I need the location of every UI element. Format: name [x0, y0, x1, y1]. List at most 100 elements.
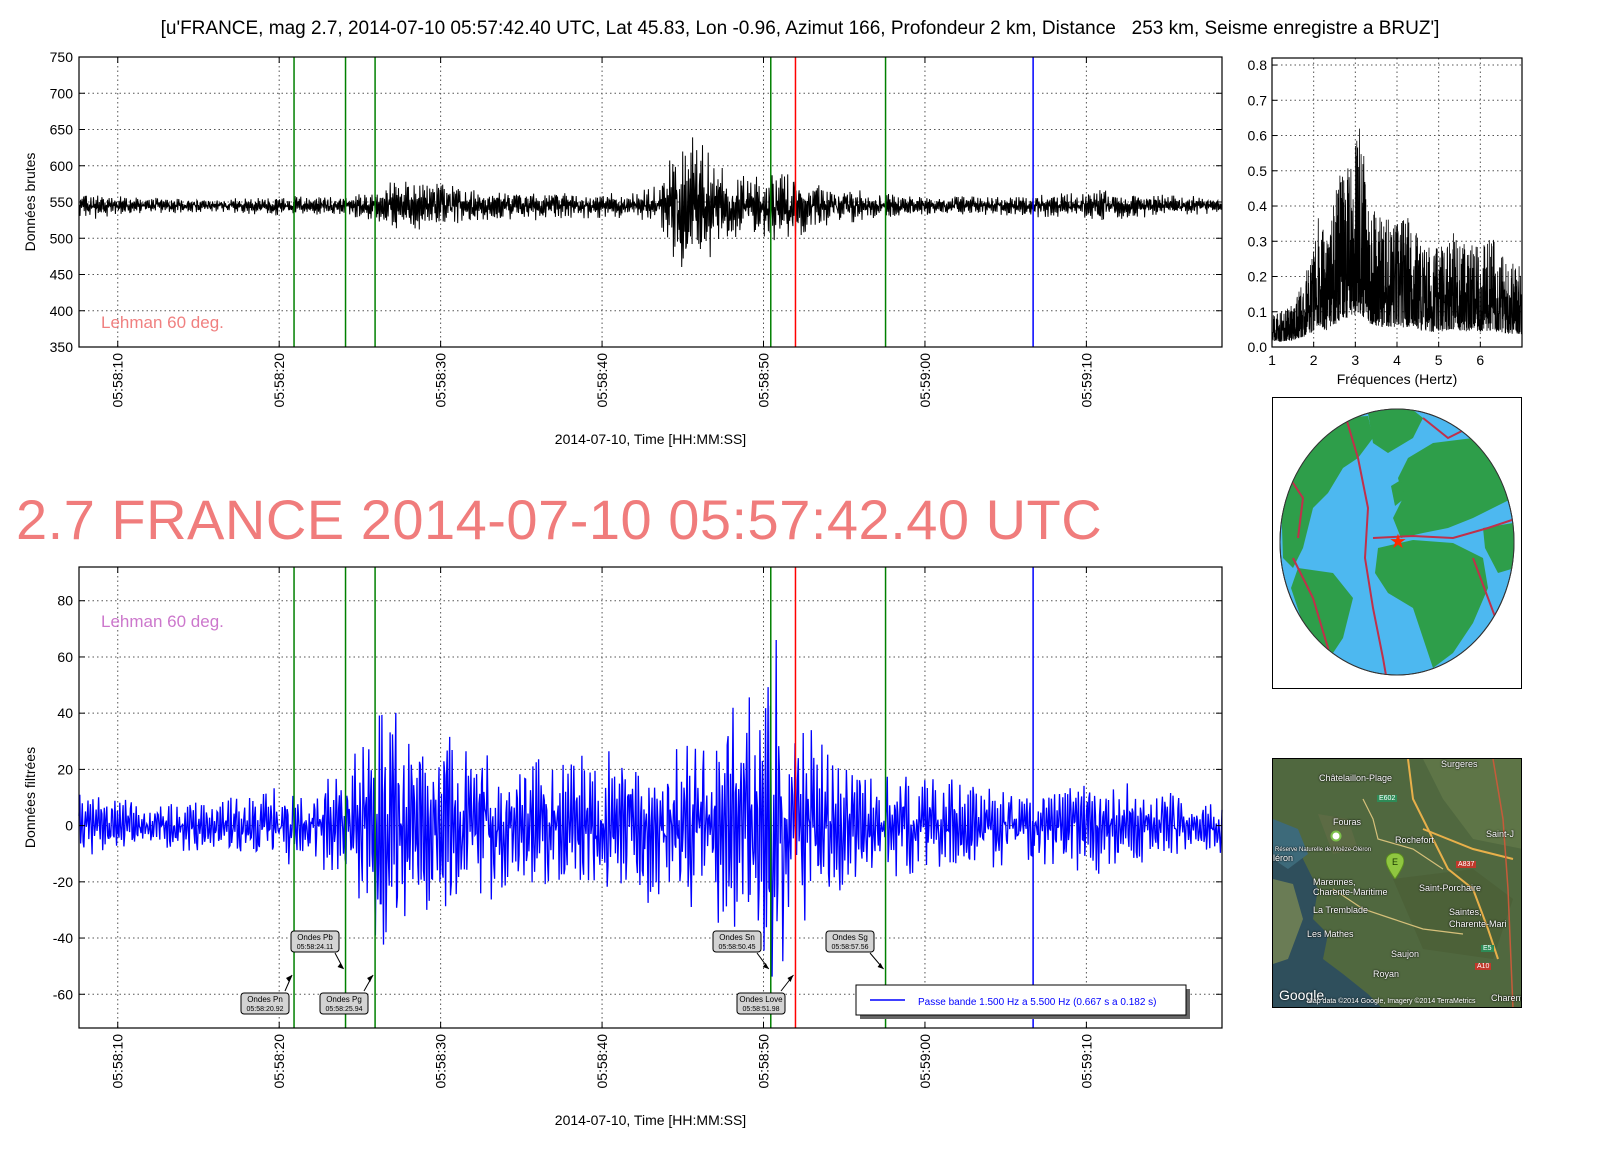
x-tick-label: 4	[1393, 352, 1401, 368]
map-place-label: Saintes,	[1449, 907, 1482, 917]
y-tick-label: 600	[50, 158, 74, 174]
epicenter-star-icon: ★	[1389, 531, 1407, 553]
x-tick-label: 2	[1310, 352, 1318, 368]
raw-trace	[78, 137, 1223, 268]
phase-label-background	[290, 930, 340, 953]
y-tick-label: 450	[50, 267, 74, 283]
y-tick-label: 750	[50, 49, 74, 65]
regional-satellite-map: E Surgeres Châtelaillon-Plage Fouras Rochef…	[1272, 758, 1522, 1008]
road-shield: A10	[1475, 963, 1492, 970]
road-shield: E5	[1481, 945, 1494, 952]
phase-label-background	[825, 930, 875, 953]
phase-label-name: Ondes Love	[739, 995, 783, 1004]
x-tick-label: 05:58:10	[110, 1034, 126, 1089]
map-place-label: Saint-J	[1486, 829, 1515, 839]
plot-frame	[78, 566, 1223, 1029]
map-place-label: Marennes,	[1313, 877, 1356, 887]
phase-label-time: 05:58:50.45	[719, 944, 756, 951]
x-tick-label: 05:59:10	[1078, 353, 1094, 408]
y-tick-label: 0.7	[1248, 92, 1268, 108]
raw-seismogram-chart: 350 400 450 500 550 600 650 700 750 05:58:10 05:58…	[22, 49, 1223, 447]
map-place-label: Rochefort	[1395, 835, 1435, 845]
x-tick-label: 05:58:40	[594, 1034, 610, 1089]
map-place-label: Réserve Naturelle de Moëze-Oléron	[1275, 847, 1372, 853]
x-tick-label: 05:58:20	[271, 1034, 287, 1089]
frequency-spectrum-chart: 0.0 0.1 0.2 0.3 0.4 0.5 0.6 0.7 0.8 1 2 3 4 5 6 Fréquen…	[1248, 57, 1523, 387]
y-tick-label: 0.6	[1248, 128, 1268, 144]
arrow-head-icon	[762, 963, 769, 969]
map-marker-letter: E	[1392, 857, 1398, 867]
y-tick-label: 400	[50, 303, 74, 319]
y-tick-label: 60	[57, 649, 73, 665]
y-tick-label: -40	[53, 930, 73, 946]
x-tick-label: 3	[1351, 352, 1359, 368]
map-place-label: Charente	[1491, 993, 1521, 1003]
lehman-annotation: Lehman 60 deg.	[101, 612, 224, 631]
phase-label-box: Ondes Pn 05:58:20.92	[240, 974, 293, 1015]
map-marker-icon[interactable]: E	[1385, 852, 1405, 880]
phase-label-box: Ondes Sg 05:58:57.56	[825, 930, 884, 970]
x-tick-label: 5	[1435, 352, 1443, 368]
phase-label-time: 05:58:24.11	[297, 944, 334, 951]
x-tick-label: 05:58:30	[433, 353, 449, 408]
legend-box	[855, 984, 1187, 1016]
y-tick-label: 40	[57, 705, 73, 721]
phase-label-name: Ondes Sn	[719, 933, 755, 942]
y-tick-label: 0	[65, 818, 73, 834]
y-tick-label: 550	[50, 194, 74, 210]
map-place-label: Saujon	[1391, 949, 1420, 959]
y-tick-label: 0.4	[1248, 198, 1268, 214]
phase-label-box: Ondes Pg 05:58:25.94	[319, 974, 374, 1015]
phase-label-name: Ondes Pn	[247, 995, 283, 1004]
arrow-head-icon	[337, 963, 344, 969]
figure-title: [u'FRANCE, mag 2.7, 2014-07-10 05:57:42.…	[160, 18, 1440, 39]
x-tick-label: 05:58:50	[756, 353, 772, 408]
x-tick-label: 05:58:30	[433, 1034, 449, 1089]
arrow-head-icon	[286, 975, 293, 982]
phase-label-name: Ondes Pg	[326, 995, 362, 1004]
arrow-head-icon	[367, 975, 374, 982]
y-tick-label: 650	[50, 122, 74, 138]
phase-label-box: Ondes Sn 05:58:50.45	[712, 930, 770, 970]
map-place-label: Charente-Maritime	[1313, 887, 1388, 897]
y-tick-label: 80	[57, 593, 73, 609]
map-place-label: Surgeres	[1441, 759, 1478, 769]
x-tick-label: 05:59:00	[917, 353, 933, 408]
arrow-head-icon	[877, 963, 884, 969]
google-logo: Google	[1279, 987, 1325, 1003]
x-tick-label: 05:58:50	[756, 1034, 772, 1089]
map-attribution: Map data ©2014 Google, Imagery ©2014 Ter…	[1307, 998, 1476, 1005]
x-tick-label: 05:58:10	[110, 353, 126, 408]
x-axis-label: Fréquences (Hertz)	[1337, 371, 1458, 387]
map-place-label: Royan	[1373, 969, 1400, 979]
x-tick-label: 05:58:20	[271, 353, 287, 408]
x-tick-label: 05:59:10	[1078, 1034, 1094, 1089]
road-shield: A837	[1456, 861, 1477, 868]
y-tick-label: -60	[53, 986, 73, 1002]
y-tick-label: 20	[57, 761, 73, 777]
event-headline: 2.7 FRANCE 2014-07-10 05:57:42.40 UTC	[16, 488, 1103, 551]
phase-label-name: Ondes Pb	[297, 933, 333, 942]
phase-label-background	[240, 992, 290, 1015]
lehman-annotation: Lehman 60 deg.	[101, 313, 224, 332]
map-place-label: léron	[1273, 853, 1294, 863]
y-tick-label: -20	[53, 874, 73, 890]
phase-label-time: 05:58:51.98	[743, 1006, 780, 1013]
y-tick-label: 350	[50, 339, 74, 355]
x-axis-label: 2014-07-10, Time [HH:MM:SS]	[555, 431, 746, 447]
x-tick-label: 05:58:40	[594, 353, 610, 408]
phase-label-box: Ondes Pb 05:58:24.11	[290, 930, 344, 970]
map-place-label: Fouras	[1333, 817, 1362, 827]
y-tick-label: 0.5	[1248, 163, 1268, 179]
road-shield: E602	[1377, 795, 1398, 802]
map-place-label: Charente-Mari	[1449, 919, 1507, 929]
map-place-label: Saint-Porchaire	[1419, 883, 1482, 893]
phase-label-background	[319, 992, 369, 1015]
phase-label-background	[736, 992, 786, 1015]
map-place-label: La Tremblade	[1313, 905, 1369, 915]
x-tick-label: 05:59:00	[917, 1034, 933, 1089]
spectrum-trace	[1271, 128, 1523, 342]
y-axis-label: Données brutes	[22, 153, 38, 252]
y-tick-label: 700	[50, 85, 74, 101]
x-tick-label: 6	[1476, 352, 1484, 368]
